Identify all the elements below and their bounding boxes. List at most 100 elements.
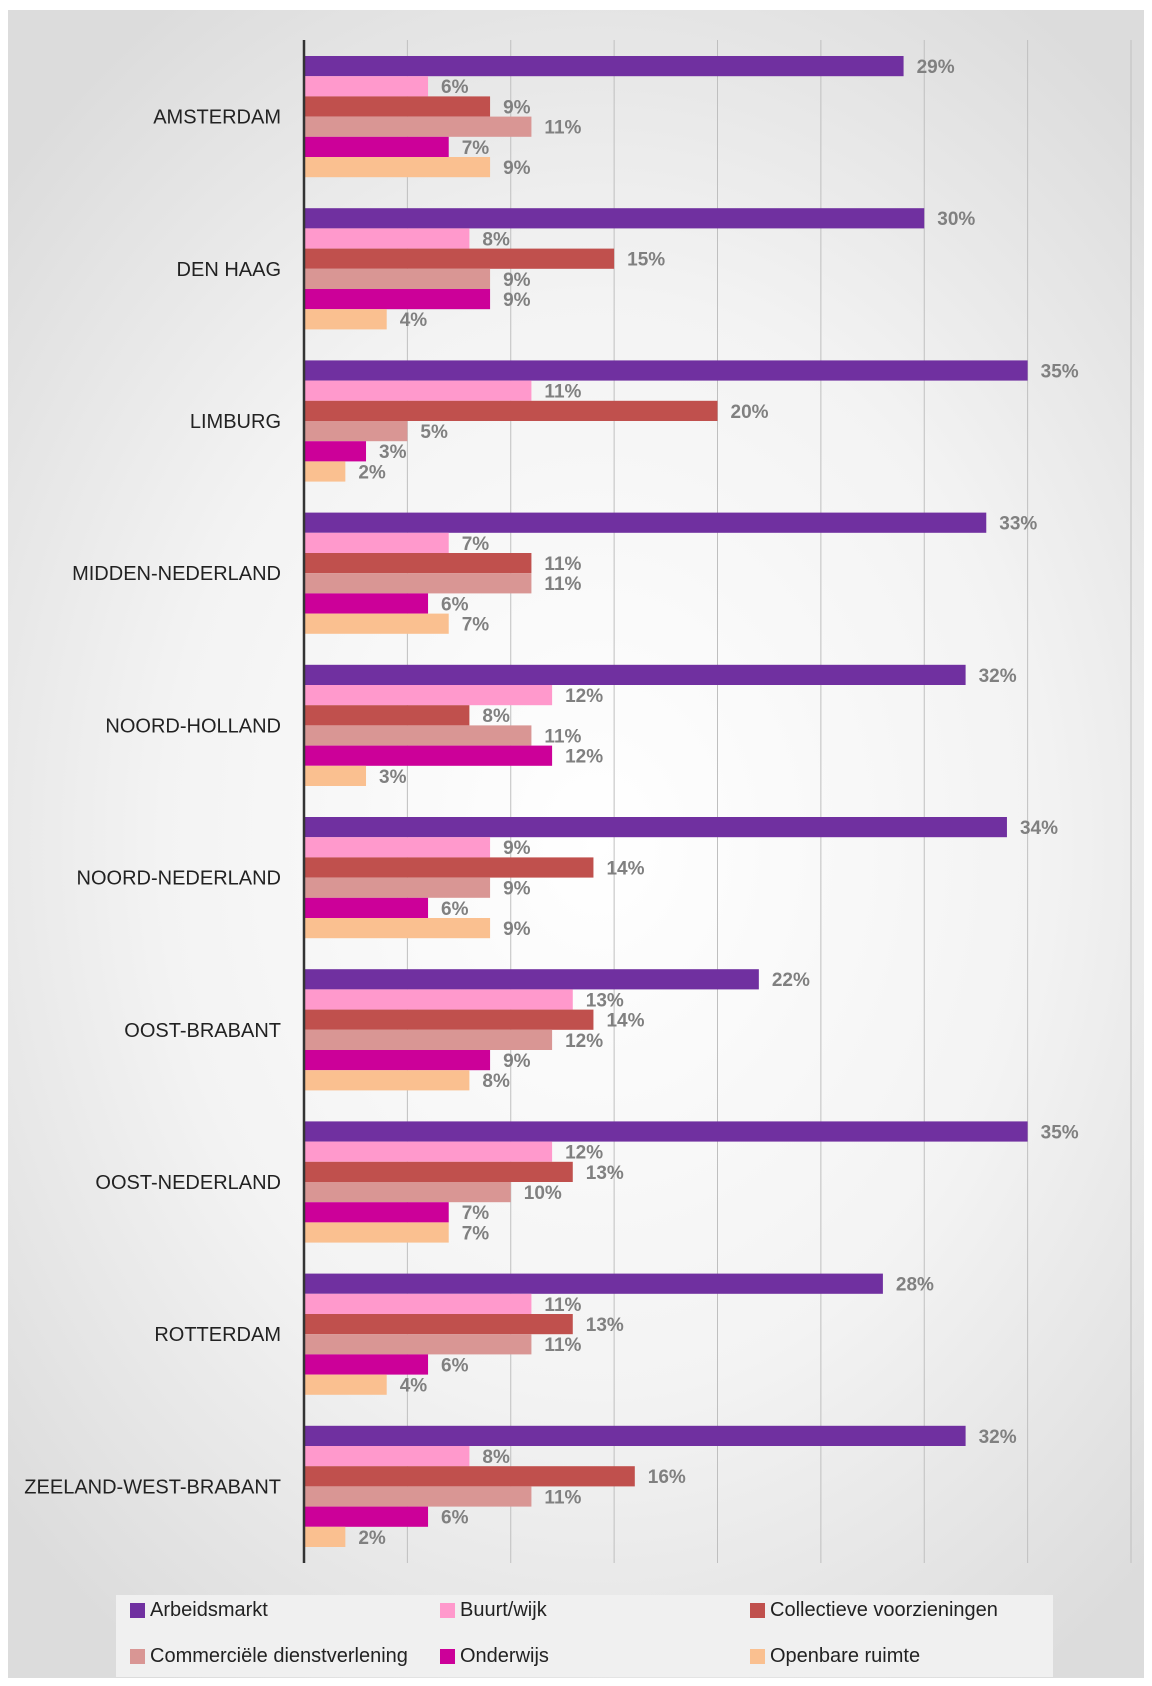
data-label: 9%: [503, 838, 531, 859]
bar: [304, 1202, 449, 1223]
data-label: 3%: [379, 767, 407, 788]
data-label: 9%: [503, 270, 531, 291]
data-label: 2%: [358, 462, 386, 483]
bar: [304, 877, 491, 898]
bar: [304, 1526, 346, 1547]
bar: [304, 1486, 532, 1507]
legend-label: Openbare ruimte: [770, 1645, 921, 1667]
bar: [304, 228, 470, 249]
bar: [304, 1293, 532, 1314]
data-label: 30%: [937, 209, 975, 230]
bar: [304, 512, 987, 533]
data-label: 9%: [503, 879, 531, 900]
bar: [304, 765, 367, 786]
data-label: 9%: [503, 1051, 531, 1072]
category-label: OOST-BRABANT: [124, 1020, 281, 1042]
legend-swatch: [130, 1603, 145, 1618]
bar: [304, 989, 573, 1010]
bar: [304, 289, 491, 310]
category-label: ZEELAND-WEST-BRABANT: [24, 1476, 281, 1498]
data-label: 12%: [565, 686, 603, 707]
category-labels: AMSTERDAM DEN HAAG LIMBURG MIDDEN-NEDERLAND…: [24, 107, 281, 1499]
data-label: 11%: [544, 1487, 581, 1508]
bar: [304, 1334, 532, 1355]
legend-swatch: [750, 1649, 765, 1664]
bar: [304, 837, 491, 858]
data-label: 7%: [462, 534, 490, 555]
bar: [304, 76, 429, 97]
data-label: 22%: [772, 970, 810, 991]
data-label: 9%: [503, 97, 531, 118]
legend-swatch: [440, 1649, 455, 1664]
bar: [304, 421, 408, 442]
bar: [304, 1050, 491, 1071]
data-labels: 29%6%9%11%7%9%30%8%15%9%9%4%35%11%20%5%3…: [358, 57, 1078, 1549]
legend-item: Commerciële dienstverlening: [130, 1645, 408, 1668]
bar: [304, 705, 470, 726]
data-label: 29%: [917, 57, 955, 78]
data-label: 6%: [441, 594, 469, 615]
data-label: 13%: [586, 1315, 624, 1336]
data-label: 13%: [586, 1163, 624, 1184]
data-label: 8%: [482, 1447, 510, 1468]
data-label: 3%: [379, 442, 407, 463]
bar: [304, 1121, 1028, 1142]
bar: [304, 1446, 470, 1467]
bar: [304, 1009, 594, 1030]
data-label: 6%: [441, 77, 469, 98]
bar: [304, 817, 1007, 838]
bar: [304, 725, 532, 746]
bar: [304, 553, 532, 574]
data-label: 7%: [462, 1223, 490, 1244]
category-label: NOORD-NEDERLAND: [77, 868, 281, 890]
bar: [304, 1506, 429, 1527]
data-label: 32%: [979, 666, 1017, 687]
legend-item: Collectieve voorzieningen: [750, 1599, 998, 1622]
bars: [304, 56, 1028, 1547]
legend: Arbeidsmarkt Buurt/wijk Collectieve voorzi…: [116, 1595, 1053, 1677]
bar: [304, 1425, 966, 1446]
data-label: 11%: [544, 574, 581, 595]
legend-item: Arbeidsmarkt: [130, 1599, 268, 1622]
bar: [304, 1029, 553, 1050]
legend-label: Commerciële dienstverlening: [150, 1645, 408, 1667]
bar: [304, 56, 904, 77]
data-label: 9%: [503, 290, 531, 311]
data-label: 4%: [400, 1376, 428, 1397]
data-label: 20%: [731, 402, 769, 423]
data-label: 12%: [565, 1143, 603, 1164]
data-label: 8%: [482, 229, 510, 250]
category-label: MIDDEN-NEDERLAND: [72, 563, 281, 585]
data-label: 28%: [896, 1275, 934, 1296]
category-label: LIMBURG: [190, 411, 281, 433]
bar: [304, 1070, 470, 1091]
data-label: 32%: [979, 1427, 1017, 1448]
bar: [304, 1354, 429, 1375]
legend-swatch: [750, 1603, 765, 1618]
legend-swatch: [440, 1603, 455, 1618]
legend-item: Openbare ruimte: [750, 1645, 920, 1668]
data-label: 10%: [524, 1183, 562, 1204]
data-label: 2%: [358, 1528, 386, 1549]
bar: [304, 1273, 883, 1294]
data-label: 11%: [544, 554, 581, 575]
data-label: 7%: [462, 615, 490, 636]
bar: [304, 208, 925, 229]
data-label: 35%: [1041, 361, 1079, 382]
legend-label: Collectieve voorzieningen: [770, 1599, 998, 1621]
category-label: NOORD-HOLLAND: [105, 715, 281, 737]
bar: [304, 969, 759, 990]
data-label: 12%: [565, 1031, 603, 1052]
bar: [304, 380, 532, 401]
bar: [304, 613, 449, 634]
data-label: 7%: [462, 138, 490, 159]
legend-label: Buurt/wijk: [460, 1599, 547, 1621]
data-label: 33%: [999, 514, 1037, 535]
bar: [304, 664, 966, 685]
data-label: 11%: [544, 118, 581, 139]
bar: [304, 1466, 635, 1487]
bar: [304, 116, 532, 137]
data-label: 6%: [441, 899, 469, 920]
bar: [304, 573, 532, 594]
bar: [304, 96, 491, 117]
